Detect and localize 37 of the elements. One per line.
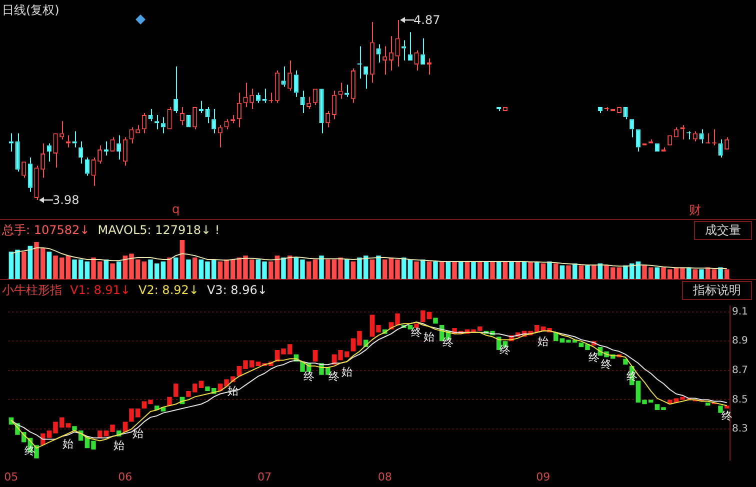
- x-tick-label: 07: [258, 470, 272, 484]
- annotation: 终: [588, 350, 600, 364]
- x-tick-label: 06: [118, 470, 132, 484]
- annotation: 终: [721, 409, 732, 422]
- text: 财: [688, 202, 702, 219]
- y-tick-label: 8.3: [732, 424, 748, 435]
- chart-title: 小牛柱形指: [2, 283, 62, 297]
- text: 总手: 107582↓: [2, 223, 90, 237]
- text: V2: 8.92↓: [138, 283, 199, 297]
- x-tick-label: 09: [536, 470, 550, 484]
- text: MAVOL5: 127918↓ !: [98, 223, 220, 237]
- text: V1: 8.91↓: [70, 283, 130, 297]
- annotation: 始: [62, 437, 74, 450]
- annotation: 始: [424, 330, 435, 344]
- x-tick-label: 08: [378, 470, 392, 484]
- annotation: 终: [500, 344, 511, 357]
- annotation: 终: [601, 358, 612, 372]
- annotation: 始: [132, 427, 144, 440]
- annotation: 4.87: [414, 13, 440, 27]
- y-tick-label: 9.1: [732, 306, 748, 318]
- chart-title: 日线(复权): [2, 3, 60, 17]
- annotation: 终: [411, 326, 422, 339]
- text: 成交量: [694, 221, 752, 240]
- y-tick-label: 8.7: [732, 365, 748, 376]
- annotation: 终: [442, 336, 454, 350]
- annotation: 始: [341, 366, 352, 379]
- annotation: 始: [538, 334, 549, 348]
- y-tick-label: 8.9: [732, 336, 748, 347]
- x-tick-label: 05: [4, 470, 18, 484]
- text: q: [171, 202, 181, 216]
- annotation: 3.98: [52, 193, 80, 207]
- text: 指标说明: [682, 281, 752, 300]
- y-tick-label: 8.5: [732, 394, 748, 406]
- annotation: 始: [113, 438, 124, 452]
- annotation: 终: [303, 370, 314, 383]
- annotation: 终: [328, 370, 340, 383]
- text: V3: 8.96↓: [206, 283, 268, 297]
